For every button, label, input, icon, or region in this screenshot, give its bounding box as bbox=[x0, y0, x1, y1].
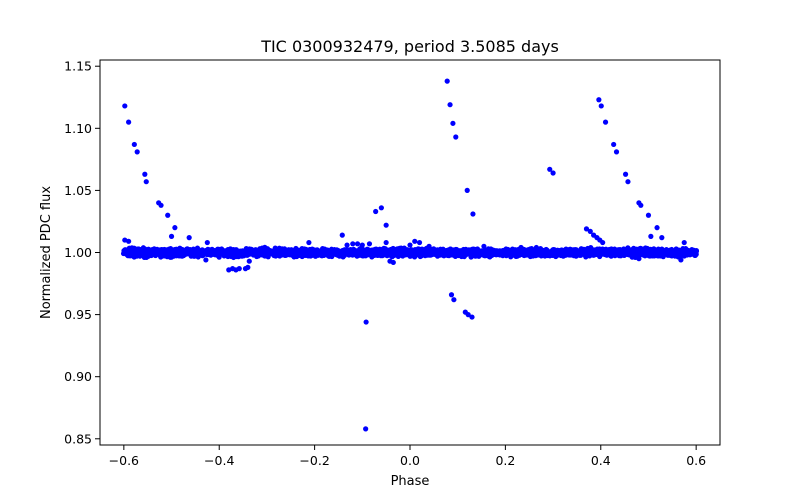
data-point bbox=[230, 254, 237, 261]
data-point bbox=[390, 259, 396, 266]
data-point bbox=[126, 238, 132, 244]
data-point bbox=[412, 238, 418, 244]
data-point bbox=[648, 233, 654, 239]
data-point bbox=[416, 239, 423, 246]
data-point bbox=[143, 179, 149, 185]
data-point bbox=[611, 141, 617, 148]
data-point bbox=[426, 243, 432, 249]
data-point bbox=[186, 235, 192, 241]
data-point bbox=[363, 319, 369, 325]
x-tick-label: −0.6 bbox=[109, 453, 139, 468]
data-point bbox=[204, 239, 210, 246]
y-tick-label: 0.95 bbox=[64, 307, 92, 322]
data-point bbox=[596, 97, 602, 103]
data-point bbox=[383, 239, 389, 246]
data-point bbox=[602, 119, 609, 125]
data-point bbox=[344, 242, 350, 248]
data-point bbox=[587, 228, 593, 234]
x-tick-label: −0.4 bbox=[204, 453, 234, 468]
y-tick-label: 1.05 bbox=[64, 183, 92, 198]
data-point bbox=[246, 258, 252, 264]
y-tick-label: 0.85 bbox=[64, 431, 92, 446]
data-point bbox=[613, 149, 620, 155]
data-point bbox=[464, 187, 470, 193]
data-point bbox=[469, 314, 475, 320]
data-point bbox=[172, 225, 178, 231]
data-point bbox=[481, 243, 487, 249]
y-tick-label: 1.15 bbox=[64, 59, 92, 74]
x-tick-label: 0.0 bbox=[400, 453, 420, 468]
data-point bbox=[126, 119, 132, 125]
data-point bbox=[245, 264, 251, 270]
data-point bbox=[659, 235, 665, 241]
data-point bbox=[450, 120, 456, 126]
data-point bbox=[550, 170, 556, 176]
data-point bbox=[465, 312, 471, 318]
data-point bbox=[378, 205, 384, 211]
data-point bbox=[625, 179, 631, 185]
x-tick-label: 0.4 bbox=[591, 453, 611, 468]
data-point bbox=[533, 244, 539, 251]
data-point bbox=[236, 266, 242, 272]
x-tick-label: 0.2 bbox=[495, 453, 515, 468]
data-point bbox=[339, 232, 345, 238]
data-point bbox=[447, 102, 453, 108]
data-point bbox=[444, 78, 450, 84]
data-point bbox=[654, 225, 660, 231]
data-point bbox=[598, 103, 604, 109]
data-point bbox=[131, 141, 137, 148]
data-point bbox=[354, 241, 361, 247]
data-point bbox=[451, 297, 457, 303]
data-point bbox=[600, 239, 606, 246]
data-point bbox=[203, 257, 209, 263]
data-point bbox=[645, 212, 652, 218]
data-points bbox=[120, 78, 700, 432]
data-point bbox=[547, 166, 553, 172]
data-point bbox=[448, 292, 455, 298]
data-point bbox=[363, 426, 369, 432]
data-point bbox=[470, 211, 476, 217]
data-point bbox=[453, 134, 459, 140]
data-point bbox=[681, 239, 687, 246]
data-point bbox=[168, 233, 175, 239]
y-tick-label: 1.10 bbox=[64, 121, 92, 136]
y-tick-label: 0.90 bbox=[64, 369, 92, 384]
data-point bbox=[383, 222, 389, 228]
data-point bbox=[122, 103, 128, 109]
baseline-point bbox=[693, 251, 699, 257]
data-point bbox=[142, 171, 148, 177]
data-point bbox=[165, 212, 171, 218]
data-point bbox=[583, 226, 590, 232]
data-point bbox=[524, 252, 530, 258]
data-point bbox=[306, 239, 312, 246]
data-point bbox=[359, 242, 365, 248]
data-point bbox=[158, 202, 164, 208]
y-axis-ticks: 0.85 0.90 0.95 1.00 1.05 1.10 1.15 bbox=[64, 59, 100, 446]
data-point bbox=[638, 202, 644, 208]
chart-title: TIC 0300932479, period 3.5085 days bbox=[260, 37, 559, 56]
data-point bbox=[373, 208, 379, 215]
data-point bbox=[407, 242, 413, 248]
x-axis-ticks: −0.6 −0.4 −0.2 0.0 0.2 0.4 0.6 bbox=[109, 445, 706, 468]
x-tick-label: −0.2 bbox=[299, 453, 329, 468]
data-point bbox=[366, 241, 373, 247]
data-point bbox=[134, 149, 140, 155]
x-axis-label: Phase bbox=[391, 474, 430, 489]
data-point bbox=[350, 241, 356, 247]
data-point bbox=[678, 257, 684, 263]
data-point bbox=[622, 171, 629, 177]
x-tick-label: 0.6 bbox=[686, 453, 706, 468]
y-axis-label: Normalized PDC flux bbox=[39, 186, 54, 319]
y-tick-label: 1.00 bbox=[64, 245, 92, 260]
data-point bbox=[636, 256, 642, 262]
